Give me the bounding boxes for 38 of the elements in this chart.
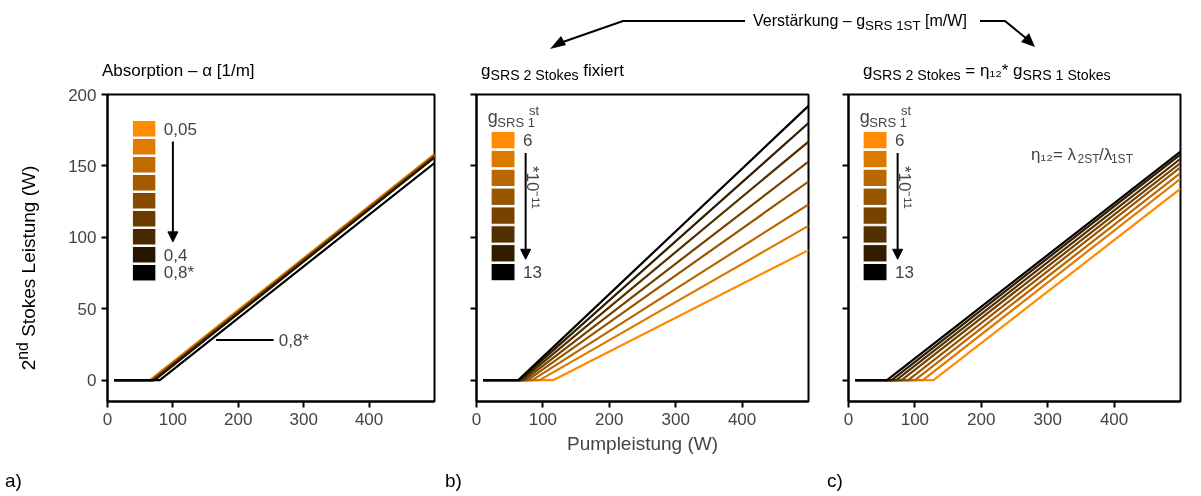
chart-title: g$_{SRS 2 Stokes}$ = η₁₂* g$_{SRS 1 Stokes}$ [863,60,1111,86]
legend-label: 6 [522,131,533,151]
x-tick-label: 200 [224,409,253,429]
x-tick-label: 100 [900,409,930,429]
x-tick-label: 400 [1099,409,1129,429]
text: c) [827,470,843,491]
legend-label: 0,4 [163,245,188,265]
chart-title: g$_{SRS 2 Stokes}$ fixiert [481,60,624,86]
x-tick-label: 100 [158,409,188,429]
y-tick-label: 100 [68,228,97,248]
y-tick-label: 200 [68,85,97,105]
x-tick-label: 0 [471,409,482,429]
x-axis-title: Pumpleistung (W) [567,432,719,454]
text: Verstärkung – g$_{SRS 1ST}$ [m/W] [753,11,967,36]
legend-label: 13 [522,263,542,283]
x-tick-label: 200 [967,409,996,429]
x-tick-label: 300 [1033,409,1062,429]
legend-label: 0,8* [163,263,195,283]
annotation: *10⁻¹¹ [894,165,914,210]
x-tick-label: 400 [727,409,757,429]
x-tick-label: 400 [354,409,384,429]
annotation: 0,8* [278,330,310,350]
x-tick-label: 0 [843,409,854,429]
text: b) [445,470,462,491]
x-tick-label: 100 [528,409,558,429]
chart-title: Absorption – α [1/m] [102,60,255,82]
legend-label: 13 [894,263,914,283]
legend-label: 6 [894,131,905,151]
text: a) [5,470,22,491]
annotation: *10⁻¹¹ [522,165,542,210]
y-tick-label: 50 [77,299,97,319]
x-tick-label: 200 [595,409,624,429]
x-tick-label: 300 [661,409,690,429]
legend-label: 0,05 [163,119,197,139]
x-tick-label: 300 [289,409,318,429]
y-tick-label: 0 [87,371,97,391]
y-tick-label: 150 [68,156,97,176]
x-tick-label: 0 [102,409,113,429]
